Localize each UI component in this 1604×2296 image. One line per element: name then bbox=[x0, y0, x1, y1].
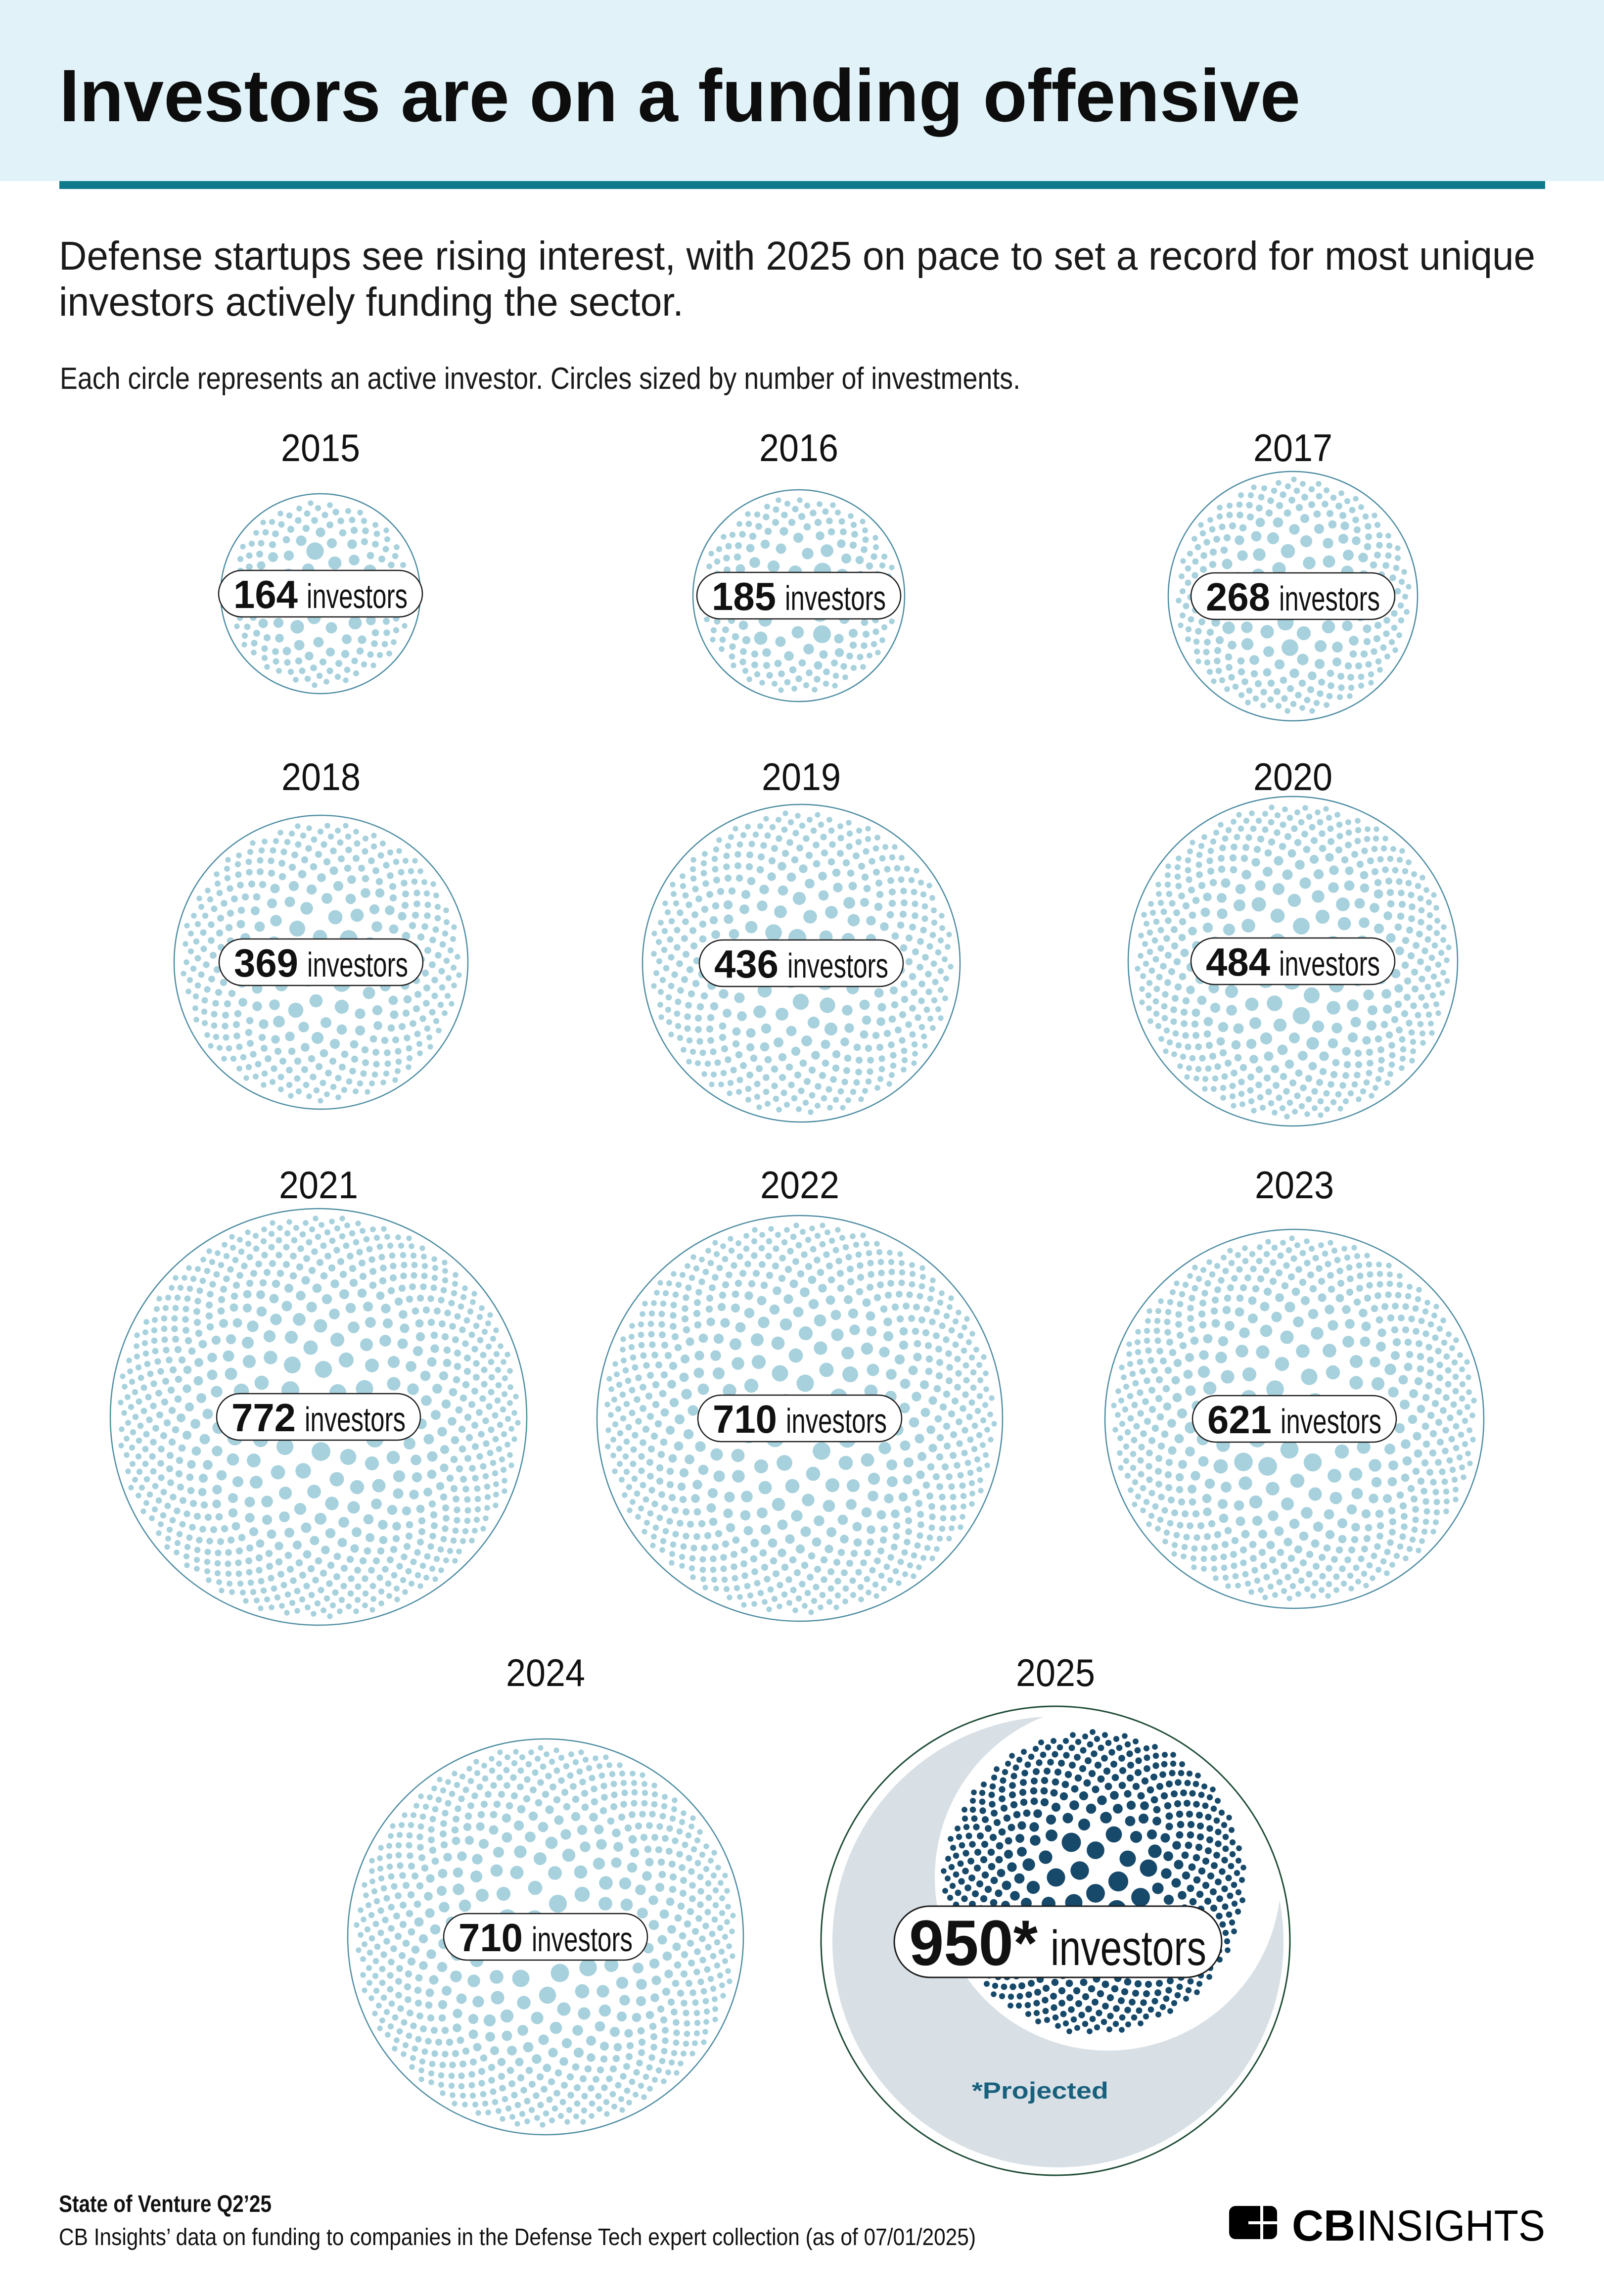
svg-text:2022: 2022 bbox=[760, 1163, 839, 1207]
svg-text:2020: 2020 bbox=[1253, 755, 1332, 798]
svg-text:369: 369 bbox=[234, 941, 298, 985]
svg-text:185: 185 bbox=[712, 574, 776, 618]
svg-text:268: 268 bbox=[1206, 575, 1270, 619]
svg-text:164: 164 bbox=[233, 572, 298, 616]
svg-text:2016: 2016 bbox=[759, 426, 838, 469]
svg-text:710: 710 bbox=[458, 1916, 523, 1960]
svg-text:investors: investors bbox=[1281, 1402, 1381, 1441]
svg-text:2015: 2015 bbox=[281, 426, 360, 469]
svg-text:2023: 2023 bbox=[1255, 1163, 1334, 1207]
svg-text:investors: investors bbox=[307, 577, 408, 615]
svg-text:2025: 2025 bbox=[1016, 1651, 1095, 1694]
svg-text:investors: investors bbox=[785, 579, 886, 617]
svg-text:investors: investors bbox=[787, 946, 888, 985]
svg-text:investors: investors bbox=[786, 1402, 887, 1440]
svg-text:2018: 2018 bbox=[281, 755, 361, 798]
svg-text:710: 710 bbox=[713, 1397, 777, 1441]
svg-text:investors: investors bbox=[305, 1400, 406, 1439]
svg-text:2019: 2019 bbox=[762, 755, 841, 798]
svg-text:484: 484 bbox=[1206, 940, 1270, 984]
svg-text:investors: investors bbox=[1279, 579, 1380, 618]
svg-text:investors: investors bbox=[307, 945, 408, 984]
svg-text:436: 436 bbox=[714, 942, 779, 986]
svg-text:investors: investors bbox=[532, 1920, 633, 1959]
svg-text:2021: 2021 bbox=[279, 1163, 358, 1207]
svg-text:investors: investors bbox=[1279, 944, 1380, 983]
svg-text:772: 772 bbox=[231, 1396, 296, 1440]
svg-text:2017: 2017 bbox=[1253, 426, 1332, 469]
svg-text:2024: 2024 bbox=[506, 1651, 585, 1694]
svg-text:621: 621 bbox=[1207, 1398, 1272, 1442]
